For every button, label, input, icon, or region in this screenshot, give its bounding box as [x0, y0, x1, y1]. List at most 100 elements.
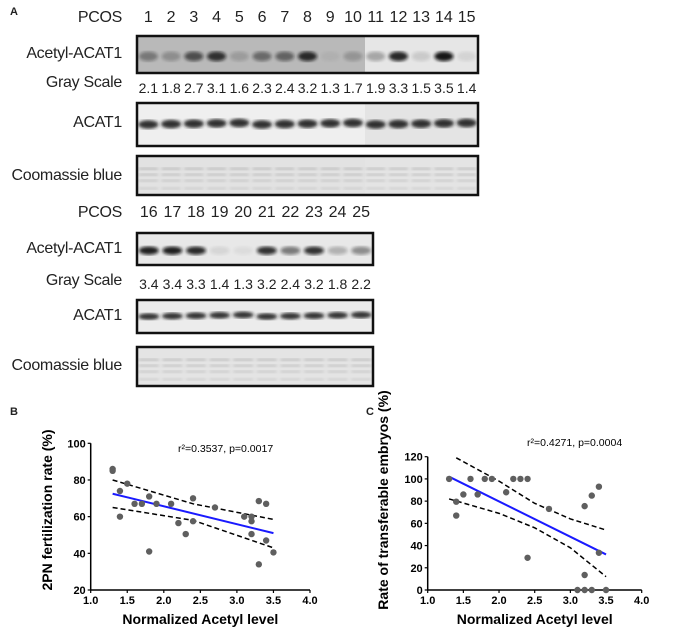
y-tick-label: 80	[410, 496, 422, 508]
acat1-band	[433, 119, 454, 128]
protein-band	[233, 370, 254, 373]
data-point	[248, 530, 255, 538]
acat1-label-top: ACAT1	[73, 114, 122, 131]
y-axis-title: 2PN fertilization rate (%)	[39, 429, 55, 590]
coomassie-label-bottom: Coomassie blue	[11, 357, 122, 374]
acat1-blot	[135, 101, 480, 148]
protein-band	[256, 370, 277, 373]
protein-band	[366, 187, 386, 190]
protein-band	[280, 370, 301, 373]
blot-frame	[135, 101, 480, 148]
protein-band	[161, 167, 181, 171]
data-point	[574, 586, 581, 594]
blot-frame	[135, 34, 480, 75]
x-tick-label: 1.0	[83, 595, 98, 607]
gray-scale-value: 1.6	[229, 80, 250, 96]
lane-number: 1	[143, 9, 153, 26]
acetyl-band	[252, 51, 272, 62]
stats-annotation: r²=0.4271, p=0.0004	[527, 437, 622, 449]
protein-band	[252, 173, 272, 177]
protein-band	[411, 187, 431, 190]
protein-band	[138, 358, 159, 362]
acetyl-band	[457, 51, 477, 62]
x-tick-label: 2.5	[193, 595, 208, 607]
x-tick-label: 1.5	[456, 595, 471, 607]
acat1-band	[456, 118, 477, 128]
chart-c: 1.0 1.5 2.0 2.5 3.0 3.5 4.0 0 20 40 60 80 100 120 Norm…	[375, 390, 649, 627]
protein-band	[184, 187, 204, 190]
x-axis-title: Normalized Acetyl level	[457, 611, 613, 627]
x-tick-label: 2.0	[491, 595, 506, 607]
acetyl-band	[366, 51, 386, 62]
acat1-band	[411, 119, 432, 128]
protein-band	[209, 370, 230, 373]
gray-scale-value: 2.7	[184, 80, 204, 96]
acetyl-band	[388, 51, 408, 62]
acetyl-band	[233, 246, 254, 255]
lane-number: 6	[257, 9, 267, 26]
data-point	[175, 519, 182, 527]
protein-band	[388, 179, 408, 182]
data-point	[248, 518, 255, 525]
protein-band	[229, 187, 249, 190]
protein-band	[256, 378, 277, 381]
lane-number: 16	[139, 204, 158, 221]
panel-label-b: B	[10, 406, 18, 418]
protein-band	[207, 187, 227, 190]
y-tick-label: 40	[410, 541, 422, 553]
protein-band	[366, 173, 386, 177]
data-point	[581, 586, 588, 594]
gray-scale-label-top: Gray Scale	[45, 74, 122, 91]
protein-band	[162, 378, 183, 381]
data-point	[211, 504, 219, 511]
data-point	[131, 500, 138, 508]
data-point	[595, 483, 603, 490]
x-tick-label: 3.0	[563, 595, 578, 607]
lane-number: 21	[257, 204, 276, 221]
acetyl-band	[207, 51, 227, 62]
acat1-band	[365, 120, 386, 129]
acat1-band	[229, 118, 250, 128]
protein-band	[275, 167, 295, 171]
gray-scale-value: 3.4	[139, 276, 159, 292]
acat1-label-bottom: ACAT1	[73, 307, 122, 324]
protein-band	[252, 179, 272, 182]
protein-band	[256, 364, 277, 368]
acat1-band	[161, 119, 182, 129]
y-tick-label: 100	[404, 474, 422, 486]
x-axis-title: Normalized Acetyl level	[122, 611, 278, 627]
western-blot-images	[135, 34, 480, 388]
gray-scale-value: 2.4	[275, 80, 295, 96]
y-tick-label: 20	[410, 563, 422, 575]
lane-number: 17	[163, 204, 182, 221]
gray-scale-value: 2.1	[138, 80, 159, 96]
gray-scale-value: 1.8	[327, 276, 348, 292]
x-tick-label: 2.5	[527, 595, 542, 607]
protein-band	[162, 370, 183, 373]
lane-number: 5	[234, 9, 244, 26]
gray-scale-value: 3.2	[304, 276, 324, 292]
ci-upper-line	[455, 457, 607, 531]
lane-number: 10	[344, 9, 362, 26]
protein-band	[275, 179, 295, 182]
protein-band	[229, 167, 249, 171]
data-point	[488, 475, 496, 483]
x-tick-label: 4.0	[634, 595, 649, 607]
protein-band	[457, 173, 477, 177]
protein-band	[233, 364, 254, 368]
data-point	[145, 548, 153, 555]
acat1-band	[232, 311, 254, 319]
data-point	[588, 586, 595, 594]
y-tick-label: 0	[417, 585, 423, 597]
coomassie-blot	[135, 345, 375, 388]
lane-number: 8	[303, 9, 312, 26]
acat1-band	[297, 119, 318, 128]
protein-band	[320, 173, 340, 177]
data-point	[517, 475, 524, 483]
protein-band	[320, 179, 340, 182]
protein-band	[343, 179, 363, 182]
data-point	[189, 495, 197, 502]
acat1-band	[252, 120, 273, 129]
protein-band	[252, 187, 272, 190]
acat1-band	[162, 312, 183, 320]
